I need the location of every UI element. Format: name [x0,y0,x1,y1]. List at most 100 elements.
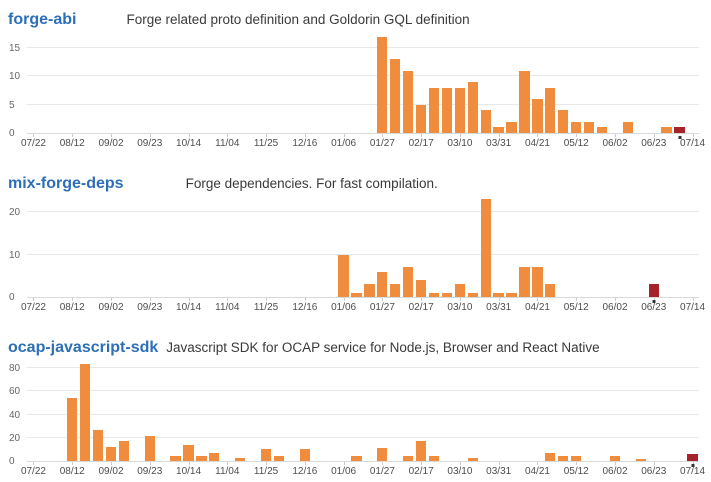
x-axis-tick-label: 01/06 [331,138,357,149]
commit-bar[interactable] [480,199,491,297]
commit-bar[interactable] [532,99,543,133]
commit-bar[interactable] [441,292,453,297]
commit-bar[interactable] [390,59,401,133]
commit-bar[interactable] [467,457,478,461]
current-week-marker-dot [691,464,695,467]
commit-bar[interactable] [273,456,285,461]
y-axis-tick-label: 20 [9,207,21,218]
commit-bar[interactable] [351,292,362,297]
commit-bar[interactable] [415,280,427,297]
commit-bar[interactable] [493,127,504,133]
x-axis-tick-mark [188,298,190,301]
commit-bar[interactable] [105,447,117,461]
commit-bar[interactable] [558,456,569,461]
commit-bar[interactable] [170,456,181,461]
commit-bar[interactable] [467,292,478,297]
x-axis-tick-label: 08/12 [59,138,85,149]
plot-area [27,196,699,298]
commit-bar[interactable] [144,435,155,461]
commit-bar[interactable] [428,292,440,297]
commit-bar[interactable] [377,36,388,133]
commit-bar[interactable] [545,452,556,461]
x-axis-tick-label: 03/31 [486,138,512,149]
x-axis-tick-label: 07/14 [680,138,706,149]
commit-bar[interactable] [558,110,569,133]
commit-bar[interactable] [532,267,543,297]
commit-bar[interactable] [428,456,440,461]
commit-bar[interactable] [428,87,440,133]
x-axis-tick-mark [692,298,694,301]
x-axis-tick-label: 06/02 [602,466,628,477]
repo-title-link[interactable]: ocap-javascript-sdk [8,339,159,356]
commit-bar[interactable] [454,284,465,297]
commit-bar[interactable] [402,267,414,297]
x-axis: 07/22 08/12 09/02 09/23 10/14 11/04 11/25 12/16… [0,134,711,152]
commit-bar[interactable] [299,449,310,461]
commit-bar[interactable] [467,82,478,133]
commit-bar[interactable] [622,121,633,133]
commit-bar[interactable] [402,70,414,133]
repo-title-link[interactable]: mix-forge-deps [8,175,124,192]
commit-bar[interactable] [196,456,207,461]
commit-bar[interactable] [351,456,362,461]
commit-bar[interactable] [609,456,621,461]
x-axis-tick-mark [537,462,539,465]
commit-bar[interactable] [183,444,194,461]
commit-bar[interactable] [480,110,491,133]
x-axis-tick-label: 07/22 [20,466,46,477]
commit-bar[interactable] [454,87,465,133]
commit-bar[interactable] [234,457,246,461]
repo-chart-forge-abi: forge-abi Forge related proto definition … [0,8,711,152]
commit-bar[interactable] [687,454,698,461]
y-axis-tick-label: 10 [9,249,21,261]
y-axis-tick-label: 0 [9,292,15,303]
commit-bar[interactable] [66,398,78,461]
commit-bar[interactable] [118,441,129,461]
x-axis-tick-mark [33,134,35,137]
x-axis-tick-label: 12/16 [292,302,318,313]
commit-bar[interactable] [661,127,672,133]
x-axis-tick-label: 06/23 [641,138,667,149]
commit-bar[interactable] [570,121,582,133]
x-axis-tick-mark [111,298,112,301]
commit-bar[interactable] [377,448,388,461]
repo-title-link[interactable]: forge-abi [8,11,77,28]
commit-bar[interactable] [79,363,91,461]
commit-bar[interactable] [493,292,504,297]
commit-bar[interactable] [570,456,582,461]
commit-bar[interactable] [209,452,220,461]
commit-bar[interactable] [545,284,556,297]
commit-bar[interactable] [674,127,685,133]
repo-chart-ocap-javascript-sdk: ocap-javascript-sdk Javascript SDK for OC… [0,336,711,480]
commit-bar[interactable] [596,127,608,133]
x-axis-tick-mark [576,134,578,137]
commit-bar[interactable] [506,121,517,133]
commit-bar[interactable] [635,458,646,461]
commit-bar[interactable] [545,87,556,133]
commit-bar[interactable] [415,104,427,133]
x-axis-tick-label: 03/31 [486,466,512,477]
commit-bar[interactable] [506,292,517,297]
commit-bar[interactable] [260,449,272,461]
commit-bar[interactable] [364,284,375,297]
commit-bar[interactable] [519,70,530,133]
commit-bar[interactable] [441,87,453,133]
x-axis-tick-label: 01/06 [331,302,357,313]
commit-bar[interactable] [583,121,595,133]
commit-bar[interactable] [402,456,414,461]
commit-bar[interactable] [648,284,659,297]
x-axis: 07/22 08/12 09/02 09/23 10/14 11/04 11/25 12/16… [0,462,711,480]
x-axis-tick-mark [111,134,112,137]
x-axis-tick-label: 05/12 [563,302,589,313]
x-axis-tick-label: 07/14 [680,466,706,477]
x-axis-tick-label: 06/02 [602,302,628,313]
gridline [27,253,699,255]
commit-bar[interactable] [338,254,349,297]
commit-bar[interactable] [519,267,530,297]
x-axis-tick-mark [459,462,461,465]
commit-bar[interactable] [92,429,104,461]
commit-bar[interactable] [377,271,388,297]
commit-bar[interactable] [390,284,401,297]
x-axis-tick-label: 09/23 [137,302,163,313]
commit-bar[interactable] [415,441,427,461]
